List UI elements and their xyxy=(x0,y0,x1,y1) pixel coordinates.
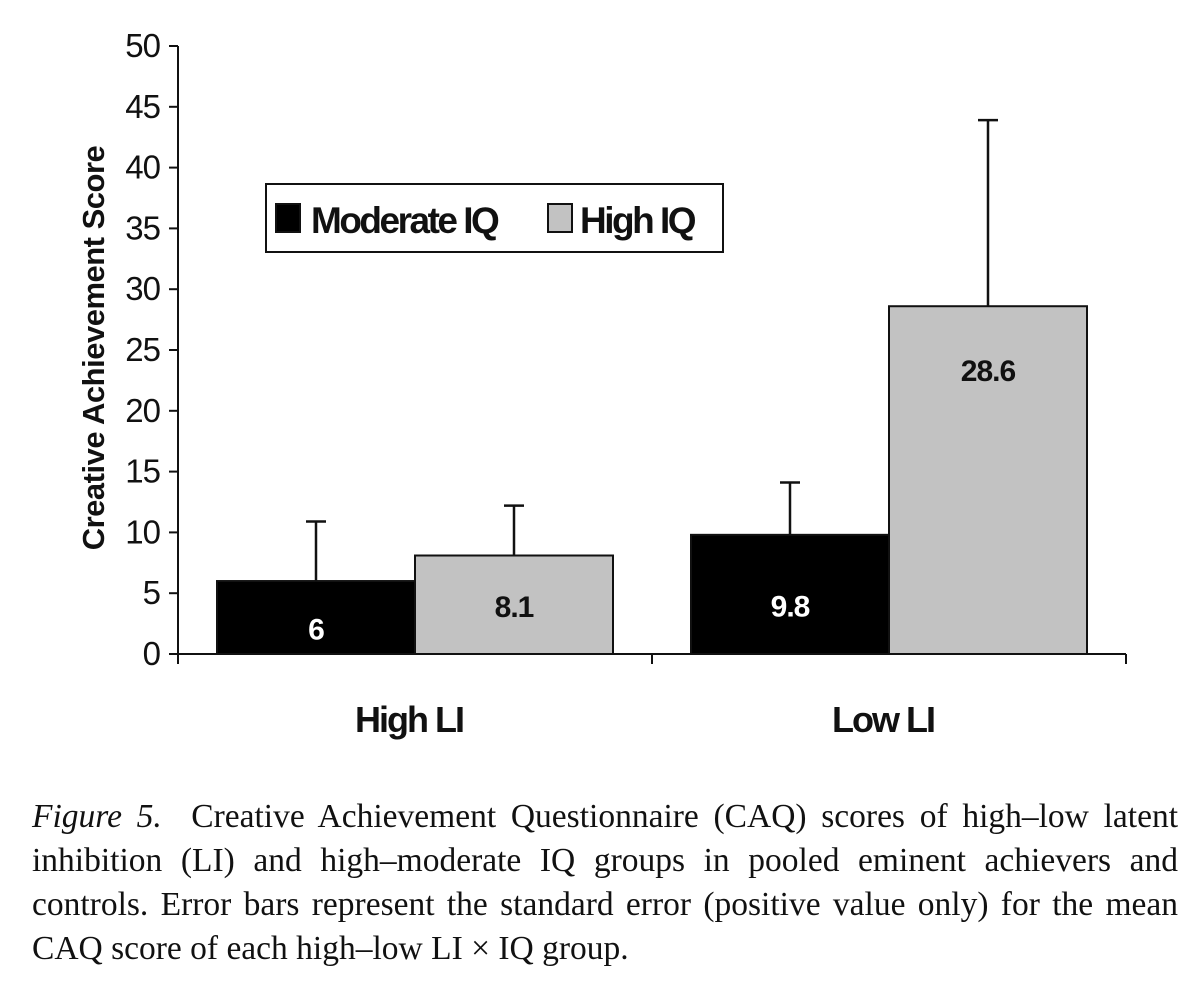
x-category-label: Low LI xyxy=(832,699,934,740)
bar xyxy=(414,554,614,656)
y-tick-label: 0 xyxy=(143,635,161,672)
data-label: 8.1 xyxy=(495,591,534,624)
data-label: 6 xyxy=(308,614,324,647)
data-label: 28.6 xyxy=(961,355,1016,388)
y-tick-label: 10 xyxy=(125,513,160,550)
legend-box xyxy=(265,183,724,253)
bars xyxy=(216,305,1088,656)
legend-swatch xyxy=(547,203,573,233)
y-tick-label: 5 xyxy=(143,574,160,611)
y-tick-label: 35 xyxy=(125,209,160,246)
y-tick-label: 45 xyxy=(125,88,160,125)
y-tick-label: 15 xyxy=(125,453,160,490)
bar xyxy=(888,305,1088,655)
error-bars xyxy=(306,118,998,582)
data-label: 9.8 xyxy=(771,590,810,623)
legend-swatch xyxy=(275,203,301,233)
bar xyxy=(690,533,890,655)
x-category-label: High LI xyxy=(355,699,463,740)
figure-caption: Figure 5. Creative Achievement Questionn… xyxy=(32,795,1178,971)
axes: 0 5 10 15 20 25 30 35 40 45 50 Creative Achievement… xyxy=(76,27,1127,740)
y-tick-label: 40 xyxy=(125,149,160,186)
y-tick-label: 30 xyxy=(125,270,160,307)
legend: Moderate IQ High IQ xyxy=(265,183,724,253)
caption-label: Figure 5. xyxy=(32,798,162,835)
bar xyxy=(216,580,416,655)
legend-label: High IQ xyxy=(580,200,696,241)
y-tick-label: 20 xyxy=(125,392,160,429)
y-axis-label: Creative Achievement Score xyxy=(76,145,111,550)
data-labels: 6 8.1 9.8 28.6 xyxy=(308,355,1016,647)
legend-label: Moderate IQ xyxy=(311,200,499,241)
caption-text: Creative Achievement Questionnaire (CAQ)… xyxy=(32,798,1178,967)
y-tick-label: 50 xyxy=(125,27,160,64)
bar-chart: 0 5 10 15 20 25 30 35 40 45 50 Creative Achievement… xyxy=(76,27,1127,740)
y-tick-label: 25 xyxy=(125,331,160,368)
